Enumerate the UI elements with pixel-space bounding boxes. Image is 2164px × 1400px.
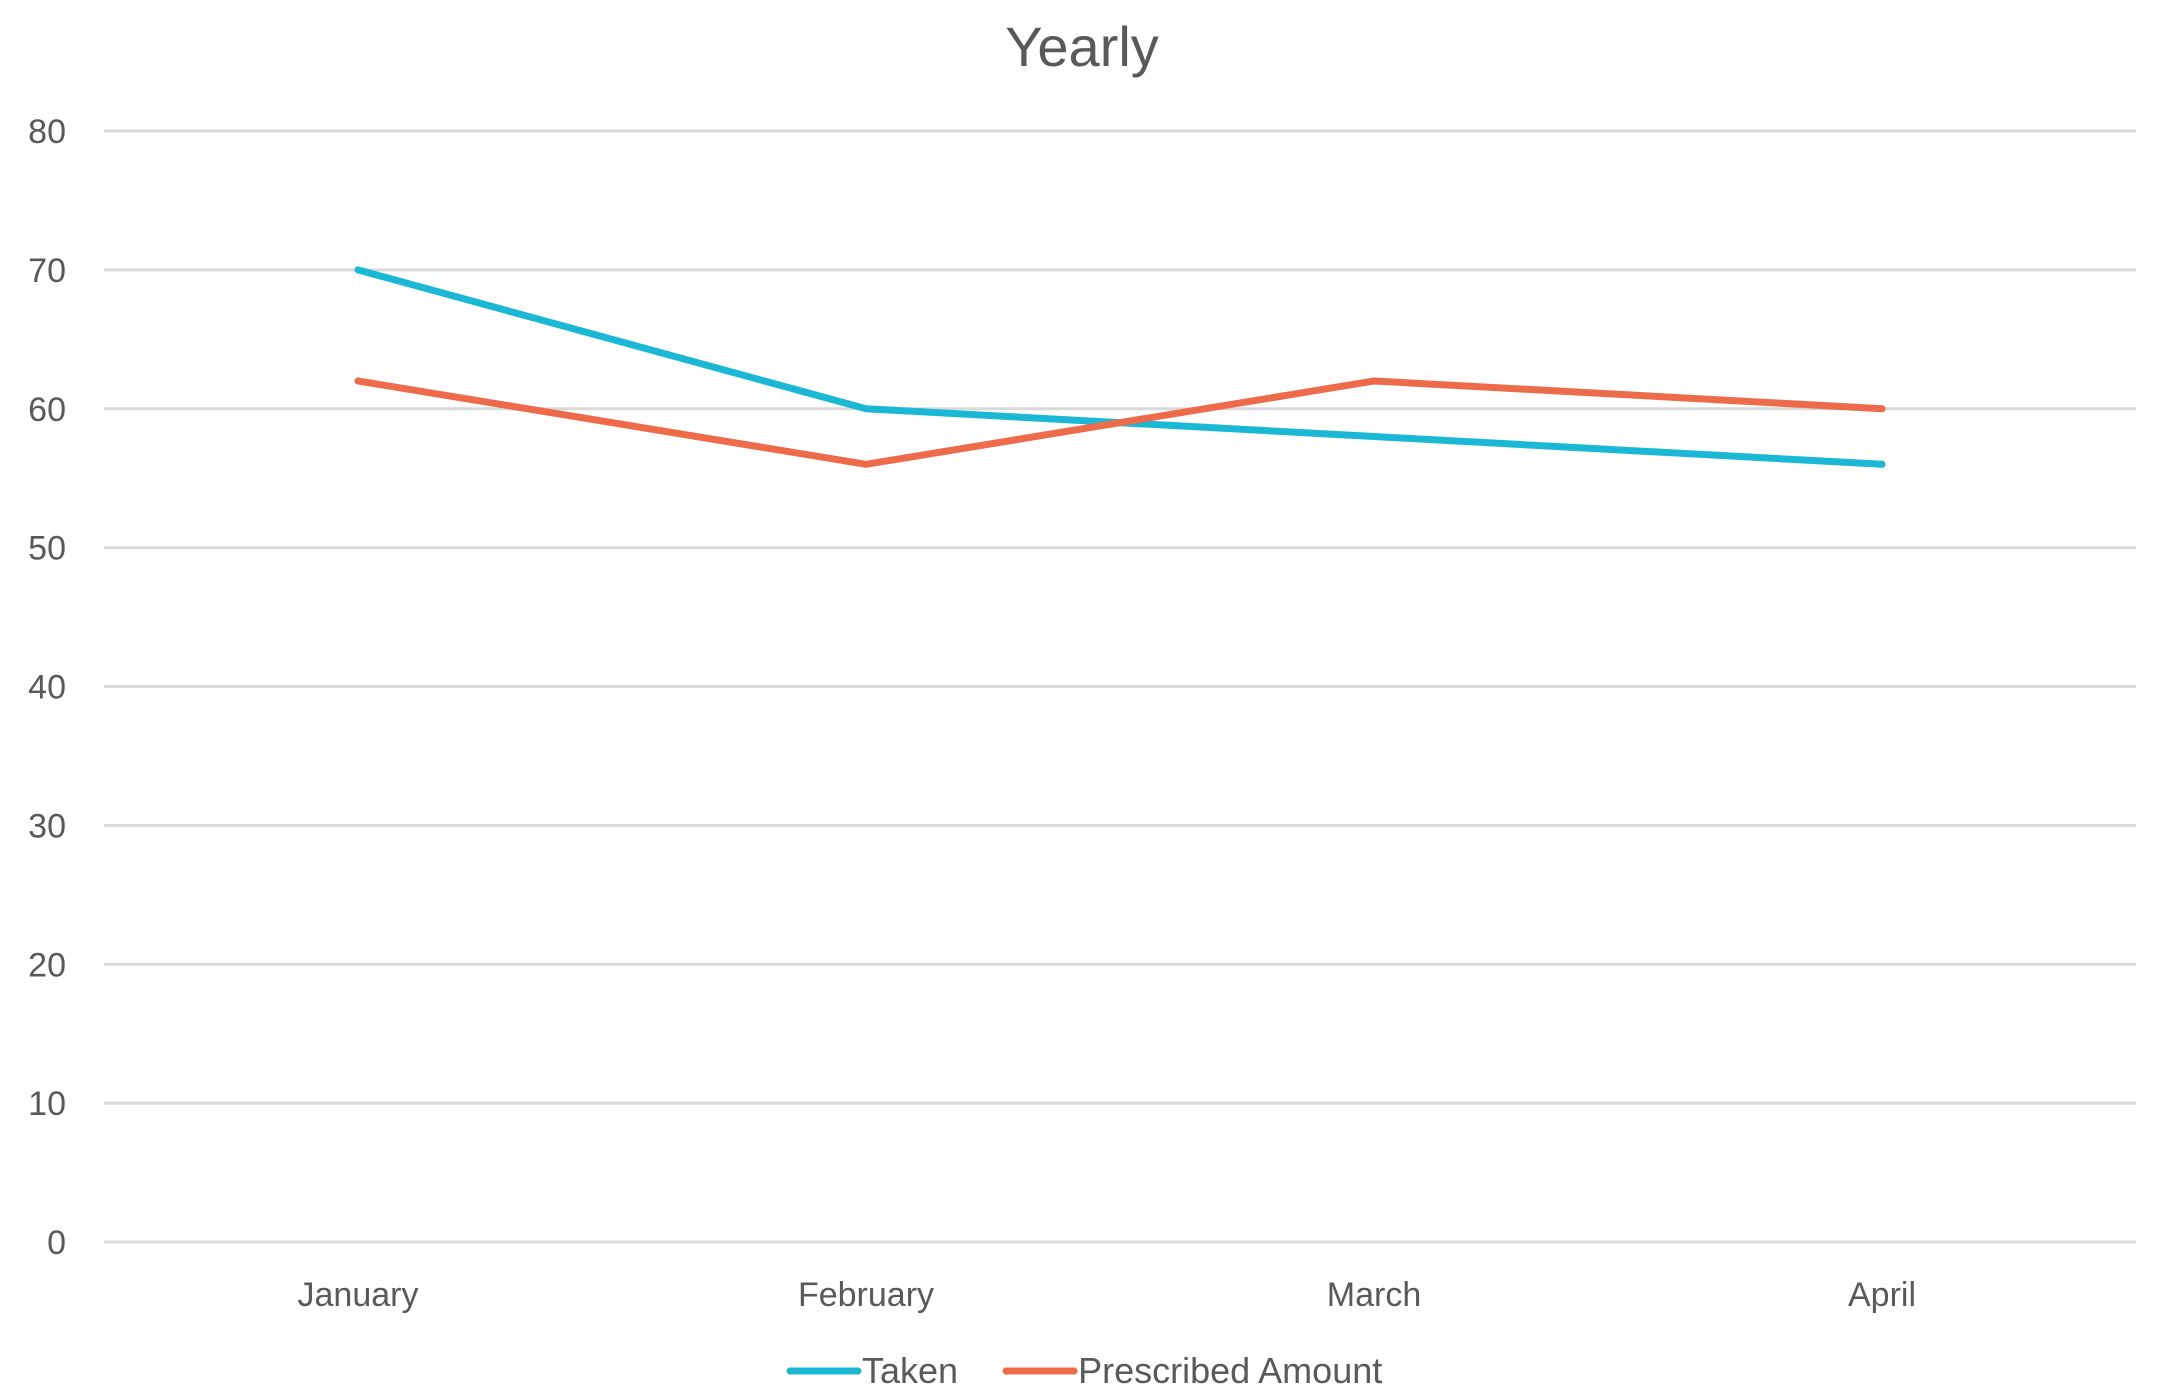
data-point-s1-march (1370, 433, 1378, 441)
data-point-s2-march (1370, 377, 1378, 385)
x-tick-label-april: April (1848, 1276, 1916, 1314)
y-tick-label-10: 10 (28, 1085, 66, 1123)
x-tick-label-february: February (798, 1276, 934, 1314)
legend-item-2: Prescribed Amount (1002, 1350, 1382, 1391)
series-line-2 (354, 377, 1886, 468)
data-point-s1-january (354, 266, 362, 274)
y-tick-label-60: 60 (28, 391, 66, 429)
legend: Taken Prescribed Amount (786, 1350, 1382, 1391)
legend-label-2: Prescribed Amount (1078, 1350, 1382, 1391)
series-line-1 (354, 266, 1886, 468)
y-tick-label-40: 40 (28, 669, 66, 707)
chart-title: Yearly (1005, 15, 1159, 78)
y-tick-label-0: 0 (47, 1224, 66, 1262)
series-lines (354, 266, 1886, 468)
x-tick-label-january: January (298, 1276, 419, 1314)
data-point-s2-february (862, 460, 870, 468)
x-axis-tick-labels: January February March April (298, 1276, 1917, 1314)
legend-item-1: Taken (786, 1350, 958, 1391)
y-tick-label-80: 80 (28, 113, 66, 151)
data-point-s2-april (1878, 405, 1886, 413)
x-tick-label-march: March (1327, 1276, 1421, 1314)
data-point-s2-january (354, 377, 362, 385)
y-tick-label-50: 50 (28, 530, 66, 568)
y-tick-label-70: 70 (28, 252, 66, 290)
data-point-s1-april (1878, 460, 1886, 468)
y-axis-tick-labels: 0 10 20 30 40 50 60 70 80 (28, 113, 66, 1262)
y-tick-label-30: 30 (28, 807, 66, 845)
data-point-s1-february (862, 405, 870, 413)
y-tick-label-20: 20 (28, 946, 66, 984)
gridlines (104, 129, 2136, 1244)
legend-label-1: Taken (862, 1350, 958, 1391)
